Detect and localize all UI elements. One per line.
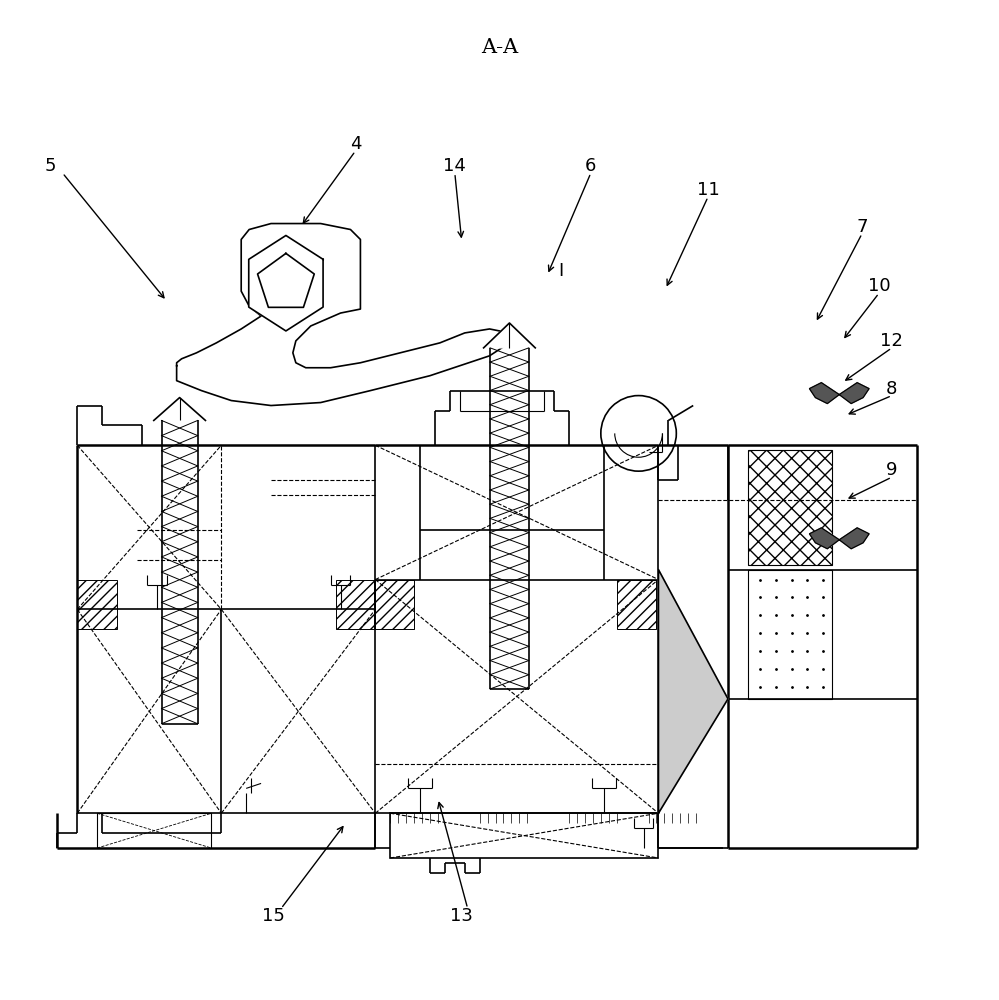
- Bar: [748, 570, 832, 699]
- Polygon shape: [154, 398, 206, 420]
- Text: 5: 5: [45, 157, 56, 175]
- Text: 13: 13: [451, 907, 474, 925]
- Polygon shape: [809, 383, 839, 404]
- Bar: [391, 813, 658, 858]
- Text: 11: 11: [696, 181, 719, 199]
- Bar: [77, 580, 117, 629]
- Polygon shape: [177, 224, 509, 406]
- Text: 9: 9: [886, 461, 898, 479]
- Text: 10: 10: [868, 277, 890, 295]
- Bar: [97, 813, 212, 848]
- Text: 8: 8: [886, 380, 897, 398]
- Text: 4: 4: [350, 135, 362, 153]
- Polygon shape: [249, 235, 323, 331]
- Text: A-A: A-A: [481, 38, 518, 57]
- Polygon shape: [484, 323, 535, 348]
- Text: 7: 7: [856, 218, 868, 236]
- Text: 14: 14: [444, 157, 467, 175]
- Polygon shape: [839, 528, 869, 549]
- Polygon shape: [839, 383, 869, 404]
- Text: I: I: [558, 262, 563, 280]
- Text: 12: 12: [880, 332, 903, 350]
- Bar: [616, 580, 656, 629]
- Polygon shape: [809, 528, 839, 549]
- Polygon shape: [258, 253, 315, 307]
- Polygon shape: [658, 570, 728, 813]
- Text: 15: 15: [262, 907, 285, 925]
- Text: 6: 6: [585, 157, 596, 175]
- Bar: [748, 450, 832, 565]
- Bar: [375, 580, 414, 629]
- Bar: [336, 580, 376, 629]
